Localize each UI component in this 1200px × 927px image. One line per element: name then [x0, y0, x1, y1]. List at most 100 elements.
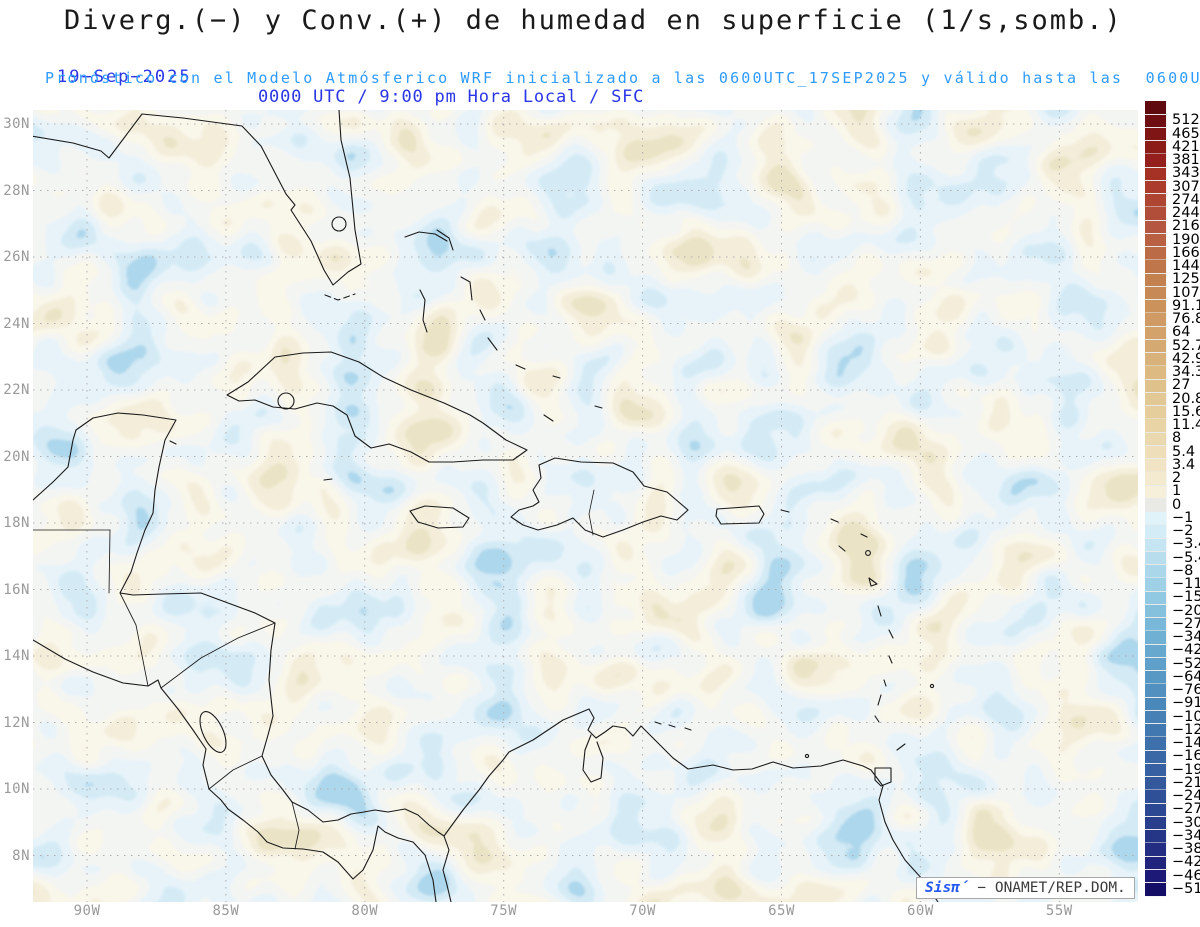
colorbar-label: −107: [1172, 708, 1200, 725]
colorbar-label: −244: [1172, 788, 1200, 805]
colorbar-row: −274: [1145, 802, 1200, 817]
coastline-jamaica: [409, 505, 470, 529]
lat-label: 26N: [3, 249, 30, 265]
colorbar-swatch: [1145, 763, 1166, 777]
colorbar-label: 190.1: [1172, 231, 1200, 248]
colorbar-row: 8: [1145, 430, 1200, 447]
coastline-south-america: [443, 708, 939, 902]
lat-label: 10N: [3, 781, 30, 797]
haiti-dr-border: [588, 489, 595, 536]
colorbar-label: 274.6: [1172, 191, 1200, 208]
sispi-logo: Sisπ́: [925, 880, 969, 896]
colorbar-label: 3.4: [1172, 456, 1196, 473]
colorbar-label: −8: [1172, 562, 1194, 579]
colorbar-swatch: [1145, 777, 1166, 790]
lon-label: 65W: [768, 903, 795, 919]
colorbar-label: 125: [1172, 271, 1200, 288]
colorbar-row: 91.1: [1145, 299, 1200, 313]
colorbar-swatch: [1145, 432, 1166, 446]
colorbar-label: 52.7: [1172, 337, 1200, 354]
lon-label: 60W: [906, 903, 934, 919]
colorbar-label: 144.7: [1172, 258, 1200, 275]
colorbar-swatch: [1145, 101, 1166, 114]
colorbar-row: 421.9: [1145, 140, 1200, 154]
colorbar-row: 190.1: [1145, 231, 1200, 248]
colorbar-label: −34.3: [1172, 629, 1200, 646]
colorbar-swatch: [1145, 141, 1166, 154]
colorbar-row: 343: [1145, 165, 1200, 182]
colorbar-swatch: [1145, 114, 1166, 128]
coastline-trinidad: [874, 767, 892, 787]
lake-nicaragua: [199, 711, 227, 753]
colorbar-label: 42.9: [1172, 350, 1200, 367]
colorbar-row: 42.9: [1145, 350, 1200, 367]
colorbar-label: 8: [1172, 430, 1182, 447]
colorbar-label: 5.4: [1172, 443, 1196, 460]
colorbar-label: 20.8: [1172, 390, 1200, 407]
colorbar-label: −125: [1172, 721, 1200, 738]
colorbar-row: −244: [1145, 788, 1200, 805]
colorbar-row: −8: [1145, 562, 1200, 579]
lesser-antilles: [654, 509, 935, 759]
bahamas-mayaguana: [552, 375, 561, 379]
colorbar-row: −512: [1145, 882, 1200, 896]
colorbar-row: −125: [1145, 721, 1200, 738]
country-borders: [33, 529, 300, 850]
coastline-yucatan-centam: [33, 412, 452, 902]
lake-okeechobee: [331, 216, 347, 232]
colorbar-swatch: [1145, 445, 1166, 459]
colorbar-row: 11.4: [1145, 418, 1200, 432]
colorbar-swatch: [1145, 392, 1166, 406]
lake-maracaibo: [582, 734, 604, 783]
colorbar-swatch: [1145, 618, 1166, 631]
colorbar-row: [1145, 101, 1200, 114]
colorbar-swatch: [1145, 260, 1166, 273]
colorbar-label: −343: [1172, 827, 1200, 844]
colorbar-label: −64: [1172, 668, 1200, 685]
colorbar-label: 465.5: [1172, 125, 1200, 142]
coastlines: [33, 110, 939, 902]
colorbar-row: −34.3: [1145, 629, 1200, 646]
bahamas-cat-island: [479, 309, 486, 321]
colorbar-swatch: [1145, 644, 1166, 658]
colorbar-row: −20.8: [1145, 603, 1200, 618]
colorbar-label: 244.1: [1172, 205, 1200, 222]
colorbar-row: −42.9: [1145, 643, 1200, 658]
colorbar-swatch: [1145, 498, 1166, 512]
colorbar-label: 343: [1172, 165, 1200, 182]
colorbar-swatch: [1145, 883, 1166, 896]
colorbar-row: −11.4: [1145, 577, 1200, 591]
colorbar-swatch: [1145, 737, 1166, 750]
colorbar-swatch: [1145, 856, 1166, 870]
colorbar-swatch: [1145, 816, 1166, 830]
lon-label: 80W: [351, 903, 379, 919]
colorbar-label: 15.6: [1172, 403, 1200, 420]
colorbar-swatch: [1145, 750, 1166, 764]
credit-org: − ONAMET/REP.DOM.: [968, 880, 1126, 896]
bahamas-andros: [419, 289, 428, 333]
coastline-cuba: [226, 351, 528, 463]
colorbar-row: 3.4: [1145, 456, 1200, 473]
turks-caicos: [594, 405, 603, 409]
colorbar-label: 0: [1172, 496, 1182, 513]
colorbar-swatch: [1145, 578, 1166, 591]
colorbar-swatch: [1145, 657, 1166, 671]
colorbar-row: −5.4: [1145, 549, 1200, 566]
colorbar-swatch: [1145, 631, 1166, 644]
colorbar-label: −27: [1172, 615, 1200, 632]
colorbar-label: −91.1: [1172, 695, 1200, 712]
colorbar-swatch: [1145, 710, 1166, 724]
colorbar-row: 274.6: [1145, 191, 1200, 208]
colorbar-row: −343: [1145, 827, 1200, 844]
lon-label: 85W: [212, 903, 240, 919]
colorbar-swatch: [1145, 194, 1166, 207]
colorbar-label: −421: [1172, 854, 1200, 871]
colorbar-swatch: [1145, 604, 1166, 618]
colorbar-row: 0: [1145, 496, 1200, 513]
colorbar-swatch: [1145, 472, 1166, 485]
credit-badge: Sisπ́ − ONAMET/REP.DOM.: [916, 877, 1135, 899]
colorbar-row: −307: [1145, 815, 1200, 830]
colorbar-label: −5.4: [1172, 549, 1200, 566]
colorbar-swatch: [1145, 220, 1166, 234]
colorbar-swatch: [1145, 167, 1166, 181]
